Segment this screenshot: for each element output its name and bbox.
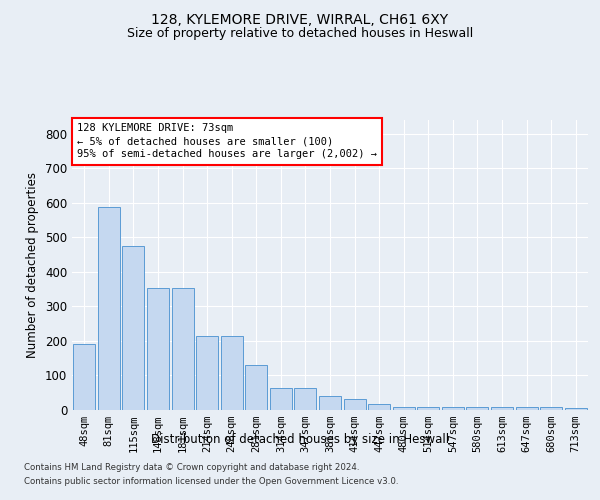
Bar [221, 336, 243, 410]
Bar [172, 288, 194, 410]
Bar [368, 404, 390, 410]
Bar [491, 407, 513, 410]
Text: 128 KYLEMORE DRIVE: 73sqm
← 5% of detached houses are smaller (100)
95% of semi-: 128 KYLEMORE DRIVE: 73sqm ← 5% of detach… [77, 123, 377, 160]
Bar [392, 406, 415, 410]
Bar [295, 388, 316, 410]
Text: 128, KYLEMORE DRIVE, WIRRAL, CH61 6XY: 128, KYLEMORE DRIVE, WIRRAL, CH61 6XY [151, 12, 449, 26]
Bar [73, 344, 95, 410]
Bar [98, 207, 120, 410]
Bar [270, 388, 292, 410]
Bar [245, 365, 268, 410]
Bar [540, 407, 562, 410]
Bar [196, 336, 218, 410]
Bar [442, 406, 464, 410]
Y-axis label: Number of detached properties: Number of detached properties [26, 172, 40, 358]
Text: Contains HM Land Registry data © Crown copyright and database right 2024.: Contains HM Land Registry data © Crown c… [24, 464, 359, 472]
Text: Contains public sector information licensed under the Open Government Licence v3: Contains public sector information licen… [24, 477, 398, 486]
Bar [147, 288, 169, 410]
Bar [515, 407, 538, 410]
Bar [417, 406, 439, 410]
Text: Size of property relative to detached houses in Heswall: Size of property relative to detached ho… [127, 28, 473, 40]
Text: Distribution of detached houses by size in Heswall: Distribution of detached houses by size … [151, 432, 449, 446]
Bar [565, 408, 587, 410]
Bar [344, 398, 365, 410]
Bar [319, 396, 341, 410]
Bar [466, 407, 488, 410]
Bar [122, 246, 145, 410]
